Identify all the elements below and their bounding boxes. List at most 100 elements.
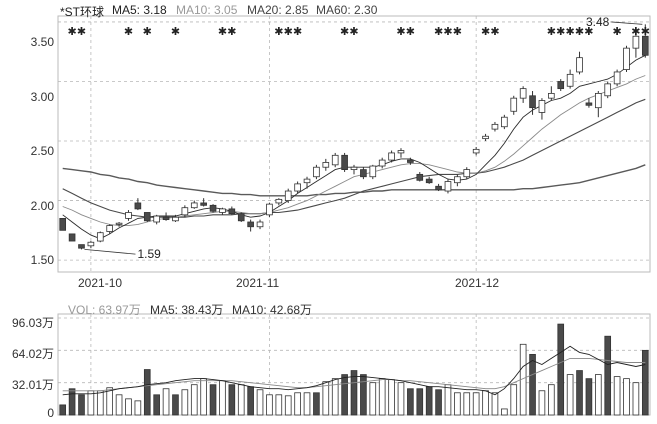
candle-body	[228, 208, 236, 215]
candle-body	[247, 221, 254, 228]
ma60-label: MA60: 2.30	[316, 3, 378, 17]
volume-bar	[641, 349, 649, 416]
volume-bar	[501, 408, 508, 416]
volume-bar	[576, 370, 583, 416]
volume-bar	[548, 384, 555, 416]
candle-body	[313, 166, 320, 178]
volume-bar	[162, 388, 170, 416]
candlestick-series	[59, 24, 649, 250]
volume-bar	[350, 370, 358, 416]
volume-bar	[322, 381, 330, 416]
candle-body	[153, 215, 160, 223]
candle-body	[115, 222, 123, 225]
event-star-marker: ✱	[453, 25, 462, 38]
volume-bar	[538, 390, 546, 416]
volume-bar	[425, 386, 433, 416]
volume-bar	[435, 389, 442, 416]
high-annotation-leader	[611, 21, 643, 25]
candle-body	[209, 204, 217, 212]
event-star-marker: ✱	[124, 25, 133, 38]
candle-body	[331, 154, 339, 166]
low-price-label: 1.59	[137, 247, 161, 261]
candle-body	[585, 102, 593, 106]
candle-body	[369, 165, 377, 178]
candle-body	[576, 57, 583, 73]
event-star-marker: ✱	[556, 25, 565, 38]
candle-body	[378, 159, 386, 167]
candle-body	[284, 190, 292, 201]
candle-body	[613, 71, 621, 85]
volume-ma-lines	[62, 345, 646, 396]
event-star-marker: ✱	[547, 25, 556, 38]
candle-body	[341, 154, 348, 171]
candle-body	[96, 232, 104, 242]
candle-body	[125, 212, 132, 219]
event-star-marker: ✱	[434, 25, 443, 38]
volume-bar	[416, 388, 424, 416]
event-star-marker: ✱	[171, 25, 180, 38]
volume-tick: 64.02万	[11, 347, 54, 361]
event-star-marker: ✱	[613, 25, 622, 38]
vol-ma5-label: MA5: 38.43万	[150, 303, 224, 317]
vol-ma10-label: MA10: 42.68万	[232, 303, 313, 317]
volume-bar	[134, 400, 142, 416]
candle-body	[407, 159, 414, 163]
candle-body	[519, 88, 527, 99]
candle-body	[106, 225, 113, 232]
event-star-marker: ✱	[396, 25, 405, 38]
volume-bar	[78, 394, 85, 416]
price-panel-frame	[57, 15, 651, 273]
price-tick: 2.00	[30, 199, 54, 213]
candle-body	[219, 208, 226, 213]
date-tick: 2021-12	[455, 276, 500, 290]
volume-bar	[115, 394, 123, 416]
volume-bar	[585, 378, 593, 416]
volume-bar	[623, 378, 630, 416]
candle-body	[303, 178, 311, 184]
volume-bar	[595, 374, 602, 416]
volume-bar	[369, 382, 377, 416]
volume-tick: 0	[47, 406, 54, 420]
volume-bar	[266, 394, 273, 416]
candle-body	[566, 73, 574, 87]
event-star-marker: ✱	[481, 25, 490, 38]
price-tick: 2.50	[30, 144, 54, 158]
event-star-marker: ✱	[340, 25, 349, 38]
volume-bar	[125, 398, 132, 416]
candle-body	[143, 212, 151, 222]
candle-body	[190, 202, 198, 209]
candle-body	[275, 198, 283, 204]
candle-body	[632, 35, 640, 49]
vol-label: VOL: 63.97万	[68, 303, 141, 317]
candle-body	[623, 47, 630, 70]
candle-body	[87, 241, 95, 247]
volume-bar	[557, 323, 565, 416]
stock-name: *ST环球	[60, 5, 105, 19]
event-star-marker: ✱	[575, 25, 584, 38]
ma5-label: MA5: 3.18	[112, 3, 167, 17]
candle-body	[266, 203, 273, 216]
event-star-marker: ✱	[631, 25, 640, 38]
volume-bar	[378, 378, 386, 416]
date-tick: 2021-11	[236, 276, 280, 290]
candle-body	[595, 92, 602, 109]
event-markers: ✱ ✱ ✱ ✱ ✱ ✱ ✱ ✱ ✱ ✱ ✱ ✱ ✱ ✱ ✱ ✱ ✱ ✱ ✱ ✱ ✱ ✱ ✱ ✱ ✱ ✱ ✱	[67, 25, 649, 38]
candle-body	[557, 81, 565, 90]
candle-body	[491, 123, 499, 130]
volume-bar	[87, 390, 95, 416]
candle-body	[162, 216, 170, 221]
event-star-marker: ✱	[218, 25, 227, 38]
candle-body	[134, 202, 142, 210]
volume-bar	[491, 392, 499, 416]
volume-tick: 32.01万	[11, 378, 54, 392]
candle-body	[435, 185, 442, 191]
volume-bar	[294, 392, 301, 416]
candle-body	[360, 169, 367, 178]
candle-body	[538, 100, 546, 113]
event-star-marker: ✱	[67, 25, 76, 38]
candle-body	[472, 148, 480, 154]
volume-ma5-line	[62, 345, 646, 396]
candle-body	[529, 95, 536, 109]
volume-bar	[275, 394, 283, 416]
